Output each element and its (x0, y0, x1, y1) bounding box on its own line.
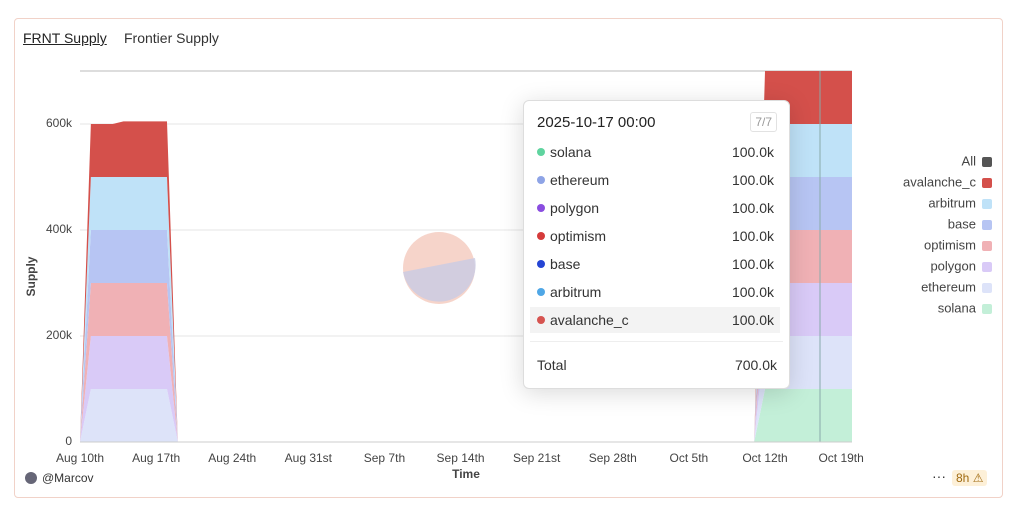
legend-label: ethereum (921, 279, 976, 294)
age-badge[interactable]: 8h ⚠ (952, 470, 988, 486)
footer-user[interactable]: @Marcov (42, 471, 94, 485)
tooltip-dot (537, 232, 545, 240)
legend-label: All (962, 153, 977, 168)
watermark (403, 258, 476, 302)
tooltip-row: avalanche_c 100.0k (530, 307, 780, 333)
tooltip-name: arbitrum (550, 284, 602, 300)
tooltip-dot (537, 204, 545, 212)
x-tick-label: Sep 7th (364, 451, 405, 465)
legend-swatch (982, 304, 992, 314)
tooltip-value: 100.0k (731, 172, 774, 188)
legend-label: polygon (930, 258, 976, 273)
legend-label: base (948, 216, 976, 231)
tooltip-title: 2025-10-17 00:00 (537, 114, 656, 131)
legend-swatch (982, 157, 992, 167)
tooltip-dot (537, 176, 545, 184)
y-tick-label: 600k (46, 116, 73, 130)
tooltip-row: optimism 100.0k (530, 223, 780, 249)
tooltip-row: ethereum 100.0k (530, 167, 780, 193)
tooltip-name: solana (550, 144, 592, 160)
tooltip-value: 100.0k (731, 312, 774, 328)
y-axis-label: Supply (24, 256, 38, 296)
age: 8h (956, 471, 970, 485)
x-tick-label: Aug 17th (132, 451, 180, 465)
legend-label: avalanche_c (903, 174, 976, 189)
legend-swatch (982, 283, 992, 293)
area (80, 389, 852, 442)
legend-swatch (982, 262, 992, 272)
y-tick-label: 200k (46, 328, 73, 342)
legend-label: solana (938, 300, 977, 315)
title[interactable]: FRNT Supply (23, 30, 107, 46)
x-tick-label: Oct 5th (670, 451, 709, 465)
legend-swatch (982, 178, 992, 188)
x-tick-label: Sep 21st (513, 451, 561, 465)
tooltip-name: ethereum (550, 172, 610, 188)
tooltip-total-label: Total (537, 357, 567, 373)
x-tick-label: Aug 10th (56, 451, 104, 465)
subtitle: Frontier Supply (124, 30, 219, 46)
x-axis-label: Time (452, 467, 480, 481)
x-tick-label: Aug 31st (285, 451, 333, 465)
tooltip-value: 100.0k (731, 228, 774, 244)
x-tick-label: Oct 12th (742, 451, 787, 465)
x-tick-label: Oct 19th (818, 451, 863, 465)
x-tick-label: Sep 28th (589, 451, 637, 465)
tooltip-count: 7/7 (750, 112, 777, 132)
tooltip: 2025-10-17 00:00 7/7 Total 700.0k solana… (523, 100, 790, 389)
y-tick-label: 0 (65, 434, 72, 448)
legend-swatch (982, 241, 992, 251)
legend-swatch (982, 199, 992, 209)
tooltip-divider (530, 341, 783, 342)
more[interactable]: ··· (932, 468, 946, 484)
tooltip-dot (537, 288, 545, 296)
tooltip-value: 100.0k (731, 144, 774, 160)
frame (14, 18, 1003, 498)
legend-swatch (982, 220, 992, 230)
tooltip-row: polygon 100.0k (530, 195, 780, 221)
tooltip-row: base 100.0k (530, 251, 780, 277)
tooltip-dot (537, 260, 545, 268)
x-tick-label: Aug 24th (208, 451, 256, 465)
tooltip-value: 100.0k (731, 256, 774, 272)
tooltip-row: solana 100.0k (530, 139, 780, 165)
tooltip-name: optimism (550, 228, 607, 244)
x-tick-label: Sep 14th (437, 451, 485, 465)
legend-label: arbitrum (928, 195, 976, 210)
tooltip-dot (537, 316, 545, 324)
footer-avatar (25, 472, 37, 484)
tooltip-name: polygon (550, 200, 600, 216)
tooltip-total: 700.0k (734, 357, 777, 373)
tooltip-name: avalanche_c (550, 312, 629, 328)
tooltip-dot (537, 148, 545, 156)
tooltip-name: base (550, 256, 581, 272)
tooltip-row: arbitrum 100.0k (530, 279, 780, 305)
y-tick-label: 400k (46, 222, 73, 236)
tooltip-value: 100.0k (731, 284, 774, 300)
legend-label: optimism (924, 237, 976, 252)
tooltip-value: 100.0k (731, 200, 774, 216)
